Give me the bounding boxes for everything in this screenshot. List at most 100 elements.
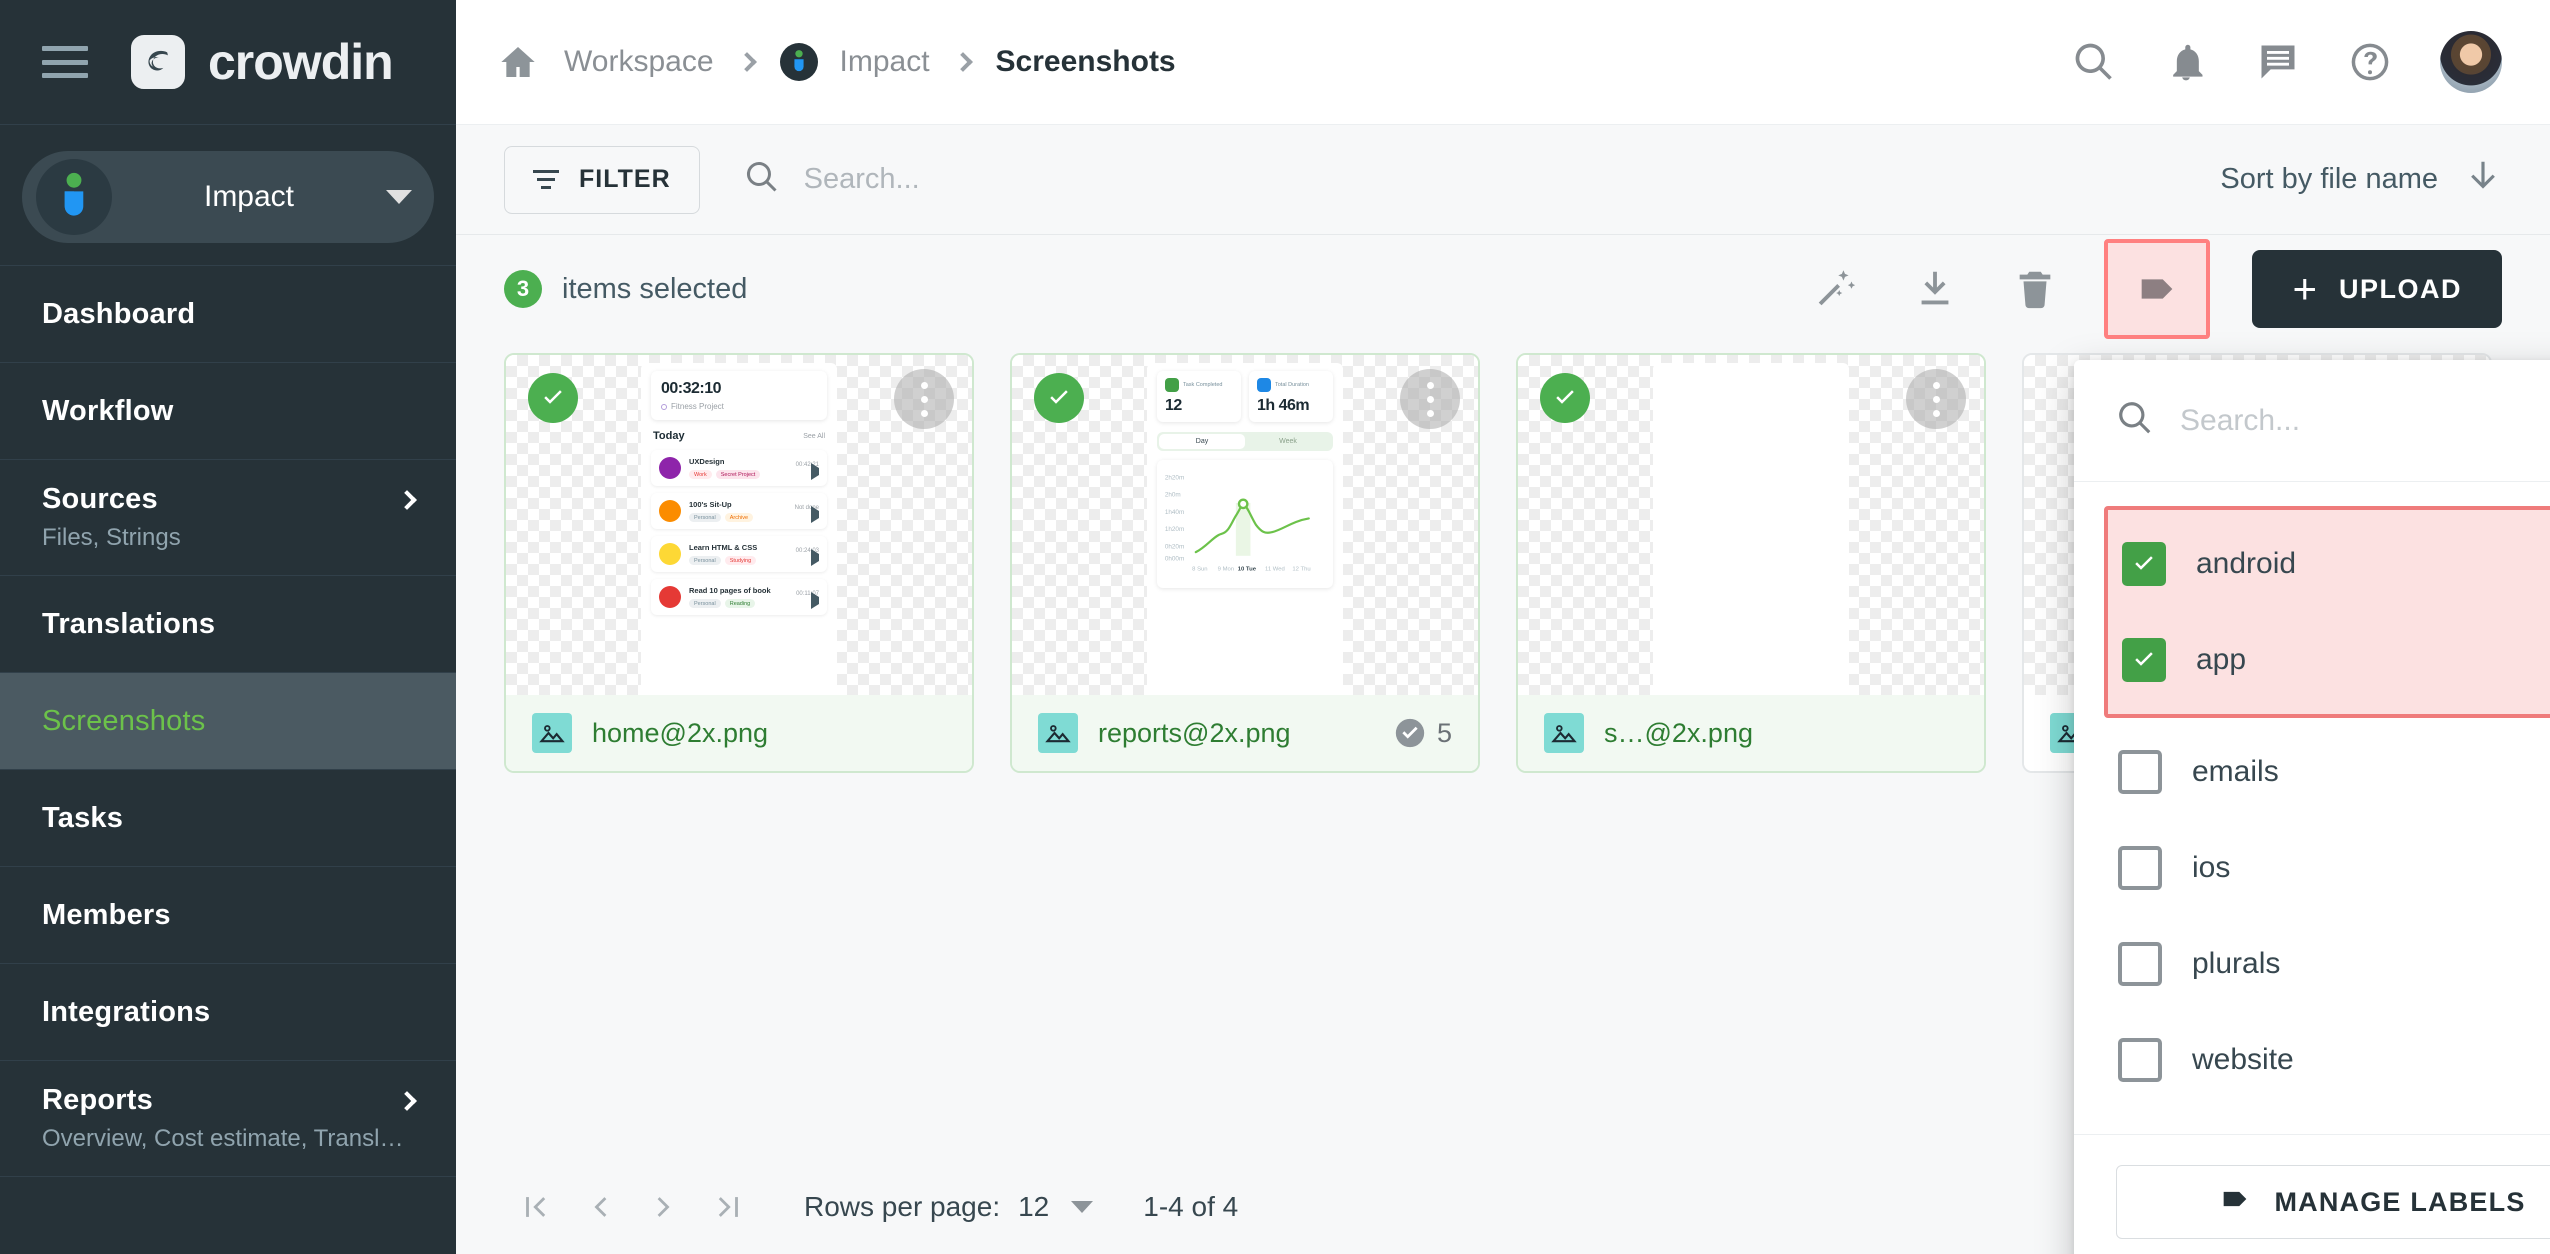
check-circle-icon[interactable] [1540, 373, 1590, 423]
arrow-down-icon[interactable] [2464, 157, 2502, 203]
checkbox-checked-icon[interactable] [2122, 542, 2166, 586]
chevron-down-icon[interactable] [386, 190, 412, 204]
labels-list: android app emails ios [2074, 482, 2550, 1134]
breadcrumb-workspace[interactable]: Workspace [564, 45, 714, 78]
preview-timer: 00:32:10 [661, 380, 722, 397]
label-option-emails[interactable]: emails [2074, 724, 2550, 820]
label-option-ios[interactable]: ios [2074, 820, 2550, 916]
chat-icon[interactable] [2256, 40, 2300, 84]
label-option-text: android [2196, 547, 2297, 580]
trash-icon[interactable] [2004, 258, 2066, 320]
screenshot-card[interactable]: s…@2x.png [1516, 353, 1986, 773]
label-option-plurals[interactable]: plurals [2074, 916, 2550, 1012]
upload-button[interactable]: + UPLOAD [2252, 250, 2502, 328]
labels-search-input[interactable] [2180, 403, 2550, 438]
preview-row-tag: Studying [724, 556, 757, 565]
last-page-icon[interactable] [696, 1175, 760, 1239]
magic-wand-icon[interactable] [1804, 258, 1866, 320]
check-circle-icon[interactable] [1034, 373, 1084, 423]
breadcrumb-project[interactable]: Impact [779, 43, 930, 81]
sidebar-item-dashboard[interactable]: Dashboard [0, 265, 456, 362]
breadcrumb-project-label: Impact [839, 45, 930, 78]
sidebar-item-tasks[interactable]: Tasks [0, 769, 456, 866]
chevron-right-icon [952, 52, 973, 72]
label-tag-icon[interactable] [2104, 239, 2211, 339]
preview-row-tag: Secret Project [715, 470, 761, 479]
next-page-icon[interactable] [632, 1175, 696, 1239]
prev-page-icon[interactable] [568, 1175, 632, 1239]
chart-xtick: 11 Wed [1265, 566, 1285, 572]
rows-per-page-label: Rows per page: [804, 1191, 1001, 1222]
search-input[interactable] [803, 163, 2221, 196]
search-icon[interactable] [2072, 40, 2116, 84]
filter-button[interactable]: FILTER [504, 145, 700, 214]
preview-row-time: 00:42:21 [795, 461, 819, 468]
screenshot-thumbnail[interactable] [1518, 355, 1984, 695]
project-avatar-icon [779, 43, 818, 81]
manage-labels-button[interactable]: MANAGE LABELS [2116, 1165, 2550, 1239]
breadcrumb-current: Screenshots [995, 45, 1176, 78]
screenshot-thumbnail[interactable]: 00:32:10 Fitness Project Today See All U… [506, 355, 972, 695]
hamburger-menu-icon[interactable] [42, 46, 88, 78]
upload-button-label: UPLOAD [2339, 273, 2462, 304]
brand-logo[interactable]: crowdin [128, 32, 394, 92]
selection-actions [1804, 239, 2211, 339]
help-icon[interactable] [2348, 40, 2392, 84]
preview-timer-sub: Fitness Project [671, 402, 724, 411]
label-option-website[interactable]: website [2074, 1012, 2550, 1108]
preview-stat-label: Task Completed [1183, 381, 1223, 388]
screenshot-thumbnail[interactable]: Task Completed 12 Total Duration 1h 46m Da… [1012, 355, 1478, 695]
more-vertical-icon[interactable] [1400, 369, 1460, 429]
label-option-text: plurals [2192, 947, 2281, 980]
project-selector[interactable]: Impact [22, 151, 434, 243]
bell-icon[interactable] [2164, 40, 2208, 84]
rows-per-page-value[interactable]: 12 [1018, 1191, 1050, 1222]
sidebar-item-integrations[interactable]: Integrations [0, 963, 456, 1060]
home-icon[interactable] [498, 42, 538, 82]
check-circle-icon[interactable] [528, 373, 578, 423]
comment-count: 5 [1436, 717, 1452, 748]
download-icon[interactable] [1904, 258, 1966, 320]
sidebar-filler [0, 1176, 456, 1254]
labels-dropdown[interactable]: android app emails ios [2074, 360, 2550, 1254]
comment-check-icon[interactable]: 5 [1393, 716, 1452, 750]
selection-label: items selected [562, 272, 748, 305]
checkbox-unchecked-icon[interactable] [2118, 942, 2162, 986]
sidebar-item-workflow[interactable]: Workflow [0, 362, 456, 459]
chart-xtick: 12 Thu [1292, 566, 1310, 572]
sidebar-nav: Dashboard Workflow Sources Files, String… [0, 265, 456, 1254]
search-icon [2116, 399, 2154, 442]
manage-labels-label: MANAGE LABELS [2274, 1186, 2526, 1217]
manage-labels-section: MANAGE LABELS [2074, 1134, 2550, 1254]
chevron-down-icon[interactable] [1071, 1201, 1094, 1213]
sidebar-item-members[interactable]: Members [0, 866, 456, 963]
label-option-app[interactable]: app [2108, 612, 2550, 708]
screenshot-card[interactable]: Task Completed 12 Total Duration 1h 46m Da… [1010, 353, 1480, 773]
search-box[interactable] [744, 159, 2221, 200]
top-bar: Workspace Impact Screenshots [456, 0, 2550, 125]
screenshot-file-name: reports@2x.png [1098, 717, 1291, 748]
more-vertical-icon[interactable] [1906, 369, 1966, 429]
checkbox-unchecked-icon[interactable] [2118, 750, 2162, 794]
label-option-android[interactable]: android [2108, 516, 2550, 612]
first-page-icon[interactable] [504, 1175, 568, 1239]
checkbox-unchecked-icon[interactable] [2118, 1038, 2162, 1082]
preview-segment: Day [1159, 434, 1245, 449]
sidebar-item-sources[interactable]: Sources Files, Strings [0, 459, 456, 575]
sidebar-item-reports[interactable]: Reports Overview, Cost estimate, Transl… [0, 1060, 456, 1176]
checkbox-unchecked-icon[interactable] [2118, 846, 2162, 890]
checkbox-checked-icon[interactable] [2122, 638, 2166, 682]
preview-stat-label: Total Duration [1275, 381, 1309, 388]
preview-row-title: Read 10 pages of book [689, 586, 771, 595]
top-actions [2072, 31, 2502, 93]
more-vertical-icon[interactable] [894, 369, 954, 429]
sidebar-item-label: Workflow [42, 394, 174, 427]
preview-row-title: 100's Sit-Up [689, 500, 732, 509]
sort-control[interactable]: Sort by file name [2220, 157, 2502, 203]
label-tag-icon [2218, 1182, 2252, 1223]
screenshot-card[interactable]: 00:32:10 Fitness Project Today See All U… [504, 353, 974, 773]
sidebar-item-screenshots[interactable]: Screenshots [0, 672, 456, 769]
avatar[interactable] [2440, 31, 2502, 93]
labels-search-box[interactable] [2074, 360, 2550, 482]
sidebar-item-translations[interactable]: Translations [0, 575, 456, 672]
